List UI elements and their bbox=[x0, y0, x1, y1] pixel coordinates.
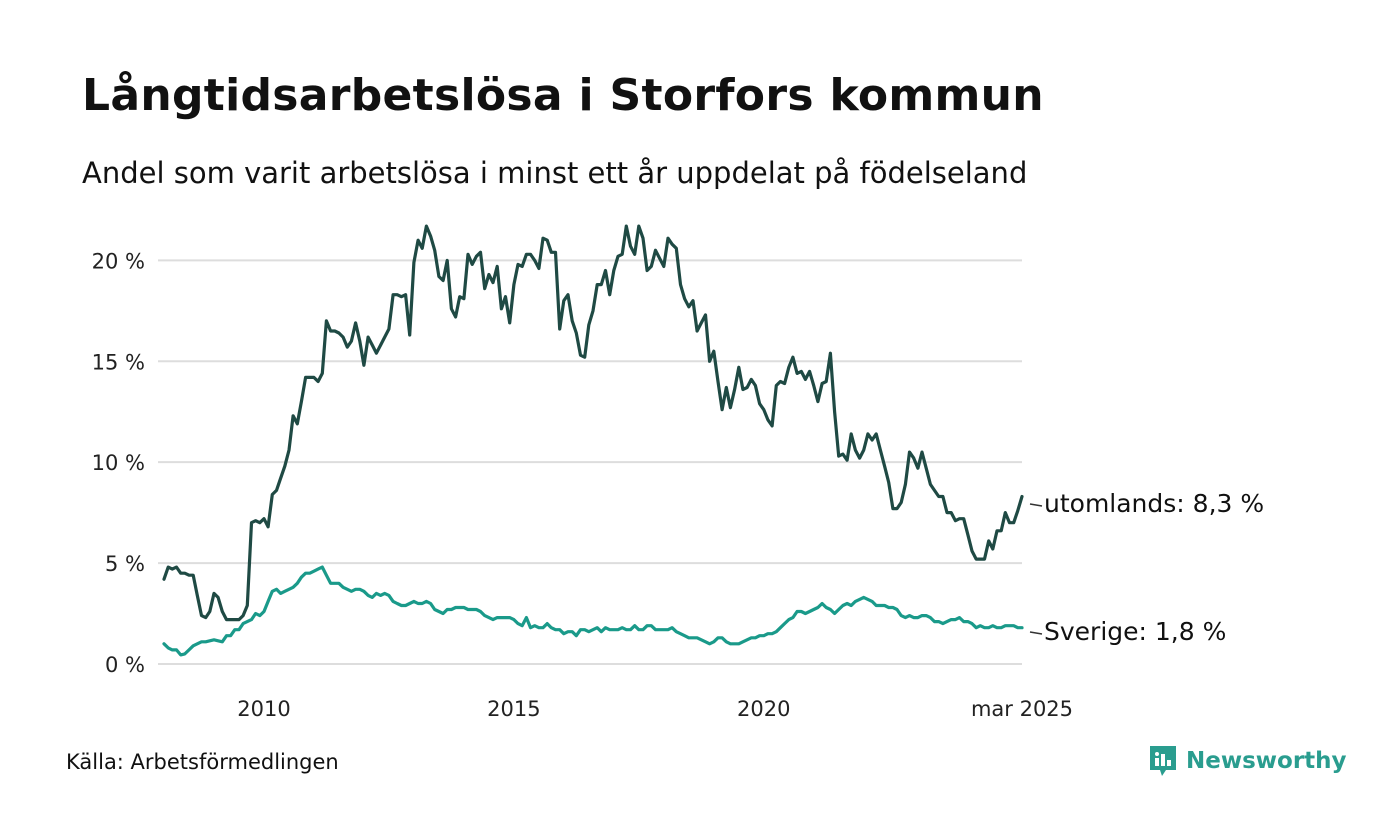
end-label-sverige: Sverige: 1,8 % bbox=[1044, 617, 1226, 646]
grid-lines bbox=[158, 259, 1022, 665]
end-label-leader bbox=[1029, 631, 1043, 635]
x-tick-label: 2010 bbox=[237, 697, 290, 721]
x-tick-label: 2015 bbox=[487, 697, 540, 721]
y-tick-label: 20 % bbox=[92, 249, 145, 273]
end-label-leader bbox=[1029, 503, 1043, 507]
y-tick-label: 5 % bbox=[105, 552, 145, 576]
y-tick-label: 10 % bbox=[92, 451, 145, 475]
chart-title: Långtidsarbetslösa i Storfors kommun bbox=[82, 70, 1044, 121]
series-lines bbox=[162, 224, 1024, 657]
brand-logo: Newsworthy bbox=[1148, 744, 1347, 778]
source-note: Källa: Arbetsförmedlingen bbox=[66, 750, 339, 774]
newsworthy-icon bbox=[1150, 746, 1176, 776]
series-line-utomlands bbox=[162, 224, 1024, 622]
x-tick-label: mar 2025 bbox=[971, 697, 1073, 721]
y-tick-label: 0 % bbox=[105, 653, 145, 677]
chart-subtitle: Andel som varit arbetslösa i minst ett å… bbox=[82, 156, 1028, 190]
x-tick-label: 2020 bbox=[737, 697, 790, 721]
series-line-sverige bbox=[162, 565, 1024, 657]
end-label-utomlands: utomlands: 8,3 % bbox=[1044, 489, 1264, 518]
axis-and-end-labels: 0 % 5 % 10 % 15 % 20 % 2010 2015 2020 mar 2025 ut… bbox=[92, 249, 1265, 721]
brand-name: Newsworthy bbox=[1186, 748, 1347, 774]
y-tick-label: 15 % bbox=[92, 350, 145, 374]
